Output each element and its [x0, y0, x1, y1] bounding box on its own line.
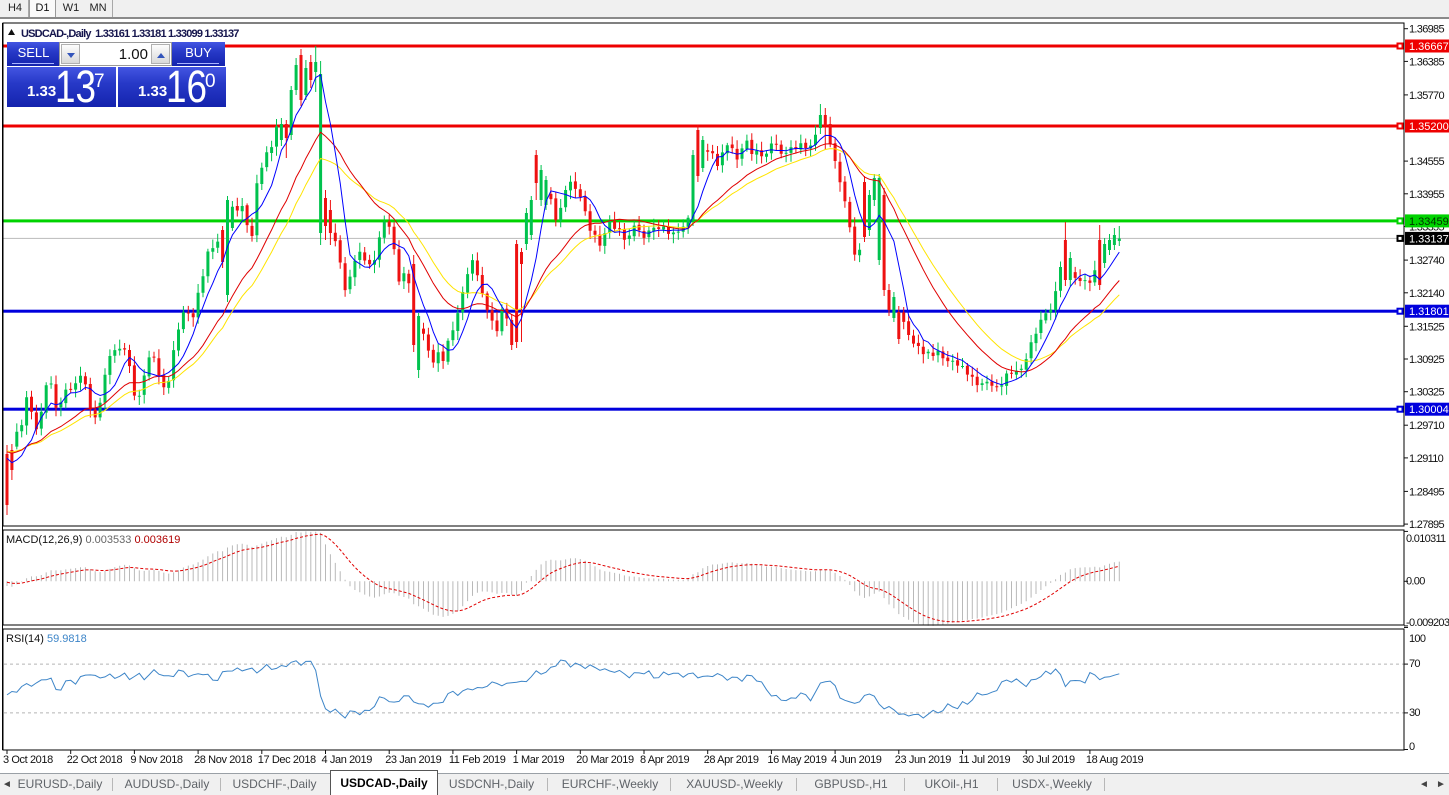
svg-text:22 Oct 2018: 22 Oct 2018 [67, 754, 123, 766]
svg-text:0.00: 0.00 [1406, 575, 1425, 587]
svg-text:8 Apr 2019: 8 Apr 2019 [640, 754, 689, 766]
svg-text:3 Oct 2018: 3 Oct 2018 [3, 754, 53, 766]
svg-text:11 Feb 2019: 11 Feb 2019 [449, 754, 506, 766]
svg-text:1.35770: 1.35770 [1409, 90, 1444, 102]
svg-text:4 Jan 2019: 4 Jan 2019 [322, 754, 373, 766]
svg-text:1.32740: 1.32740 [1409, 255, 1444, 267]
svg-text:1.35200: 1.35200 [1409, 121, 1449, 133]
svg-text:16 May 2019: 16 May 2019 [767, 754, 826, 766]
svg-text:1.32140: 1.32140 [1409, 288, 1444, 300]
svg-text:1.33137: 1.33137 [1409, 233, 1449, 245]
svg-text:1.33459: 1.33459 [1409, 216, 1449, 228]
svg-text:1.30925: 1.30925 [1409, 354, 1444, 366]
svg-text:1.29110: 1.29110 [1409, 453, 1444, 465]
svg-text:1.33955: 1.33955 [1409, 189, 1444, 201]
svg-text:1 Mar 2019: 1 Mar 2019 [513, 754, 565, 766]
svg-text:1.30004: 1.30004 [1409, 404, 1449, 416]
svg-text:1.36385: 1.36385 [1409, 56, 1444, 68]
svg-text:1.30325: 1.30325 [1409, 387, 1444, 399]
svg-text:1.36667: 1.36667 [1409, 41, 1449, 53]
svg-text:1.36985: 1.36985 [1409, 24, 1444, 36]
svg-text:70: 70 [1409, 658, 1420, 670]
svg-text:RSI(14) 59.9818: RSI(14) 59.9818 [6, 633, 87, 645]
svg-text:28 Apr 2019: 28 Apr 2019 [704, 754, 759, 766]
svg-text:1.31525: 1.31525 [1409, 321, 1444, 333]
svg-text:0: 0 [1409, 741, 1415, 753]
svg-text:11 Jul 2019: 11 Jul 2019 [959, 754, 1011, 766]
svg-text:20 Mar 2019: 20 Mar 2019 [576, 754, 634, 766]
svg-text:1.31801: 1.31801 [1409, 306, 1449, 318]
svg-text:17 Dec 2018: 17 Dec 2018 [258, 754, 316, 766]
svg-text:4 Jun 2019: 4 Jun 2019 [831, 754, 882, 766]
svg-text:MACD(12,26,9) 0.003533 0.00361: MACD(12,26,9) 0.003533 0.003619 [6, 534, 180, 546]
svg-text:1.27895: 1.27895 [1409, 519, 1444, 531]
svg-text:USDCAD-,Daily 1.33161 1.33181: USDCAD-,Daily 1.33161 1.33181 1.33099 1.… [21, 28, 239, 40]
svg-text:23 Jun 2019: 23 Jun 2019 [895, 754, 951, 766]
svg-text:0.010311: 0.010311 [1406, 533, 1446, 545]
svg-text:9 Nov 2018: 9 Nov 2018 [130, 754, 183, 766]
svg-text:23 Jan 2019: 23 Jan 2019 [385, 754, 441, 766]
svg-text:100: 100 [1409, 633, 1426, 645]
svg-text:28 Nov 2018: 28 Nov 2018 [194, 754, 252, 766]
svg-text:30: 30 [1409, 707, 1420, 719]
svg-text:1.34555: 1.34555 [1409, 156, 1444, 168]
svg-text:18 Aug 2019: 18 Aug 2019 [1086, 754, 1144, 766]
svg-text:-0.009203: -0.009203 [1406, 617, 1449, 629]
svg-text:30 Jul 2019: 30 Jul 2019 [1022, 754, 1075, 766]
svg-text:1.28495: 1.28495 [1409, 486, 1444, 498]
svg-text:1.29710: 1.29710 [1409, 420, 1444, 432]
